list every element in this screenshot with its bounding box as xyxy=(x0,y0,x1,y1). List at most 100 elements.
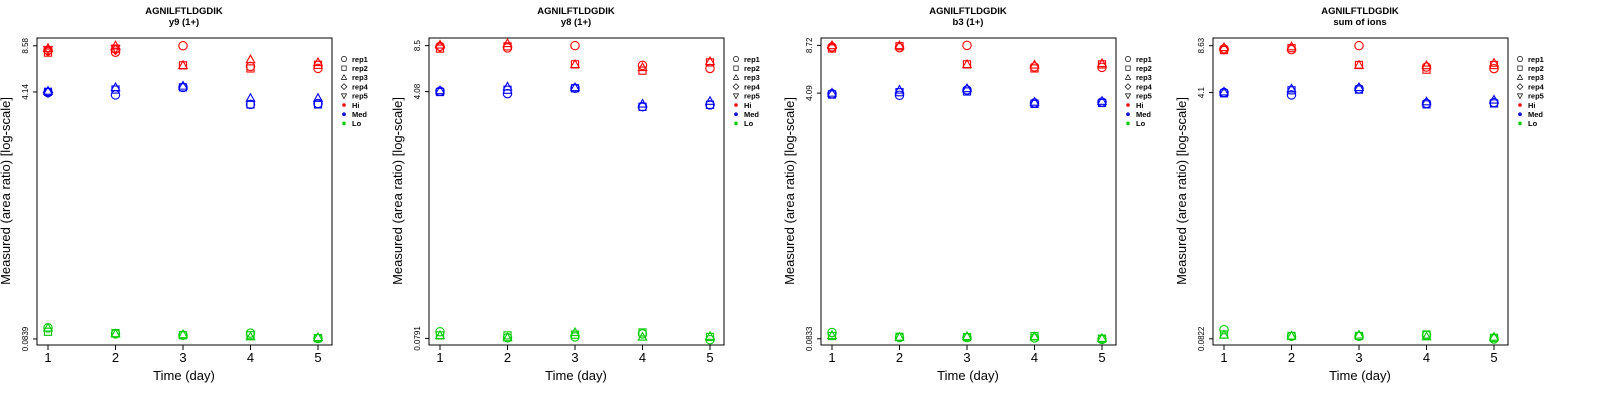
legend-label: rep3 xyxy=(1136,73,1152,82)
data-point-hi xyxy=(962,40,972,51)
legend-color-dot xyxy=(1518,121,1522,126)
legend-color-dot xyxy=(734,112,738,116)
data-point-lo xyxy=(110,328,121,338)
data-point-med xyxy=(1218,86,1230,96)
data-point-med xyxy=(177,80,189,90)
x-axis-label: Time (day) xyxy=(153,368,215,383)
data-point-hi xyxy=(42,42,54,52)
legend-label: rep2 xyxy=(1136,64,1152,73)
data-point-med xyxy=(570,84,580,93)
chart-title: AGNILFTLDGDIK xyxy=(929,6,1007,17)
data-point-hi xyxy=(1422,65,1431,74)
data-point-hi xyxy=(637,61,648,72)
legend-color-dot xyxy=(1518,103,1522,107)
data-point-lo xyxy=(313,334,323,343)
data-point-lo xyxy=(245,331,256,341)
data-point-med xyxy=(1286,83,1297,93)
data-point-hi xyxy=(245,54,256,64)
x-tick-label: 2 xyxy=(1288,350,1295,365)
legend-label: rep4 xyxy=(352,82,369,91)
legend-color-dot xyxy=(342,112,346,116)
legend-label: Med xyxy=(744,110,759,119)
legend-rep-marker xyxy=(1517,56,1523,62)
data-point-med xyxy=(502,81,513,91)
legend-label: Hi xyxy=(352,101,360,110)
data-point-med xyxy=(1029,96,1040,106)
data-point-lo xyxy=(705,332,715,342)
chart-title: AGNILFTLDGDIK xyxy=(1321,6,1399,17)
x-tick-label: 5 xyxy=(314,350,321,365)
chart-panel-y8: AGNILFTLDGDIK y8 (1+) 1 2 3 4 5 Time (day) 0.079… xyxy=(392,0,792,400)
legend-color-dot xyxy=(734,121,738,126)
data-point-hi xyxy=(313,63,323,74)
legend-rep-marker xyxy=(1125,65,1131,71)
y-tick-label: 4.1 xyxy=(1197,86,1206,98)
x-tick-label: 3 xyxy=(179,350,186,365)
data-point-lo xyxy=(1029,333,1040,343)
data-point-hi xyxy=(895,42,904,51)
legend-rep-marker xyxy=(732,83,740,90)
x-tick-label: 3 xyxy=(571,350,578,365)
legend-rep-marker xyxy=(1124,93,1132,100)
legend-label: Lo xyxy=(1528,119,1538,128)
data-point-lo xyxy=(704,330,716,340)
data-point-hi xyxy=(502,37,513,48)
data-point-hi xyxy=(1029,62,1040,72)
data-point-lo xyxy=(245,328,256,338)
data-point-med xyxy=(178,82,188,93)
x-tick-label: 5 xyxy=(1490,350,1497,365)
data-point-med xyxy=(312,92,324,102)
data-point-lo xyxy=(637,331,648,341)
data-point-lo xyxy=(502,332,513,342)
data-point-lo xyxy=(177,328,189,339)
legend-color-dot xyxy=(1126,121,1130,126)
data-point-hi xyxy=(434,41,446,53)
data-point-hi xyxy=(245,61,256,72)
legend-label: rep3 xyxy=(744,73,760,82)
legend-color-dot xyxy=(1126,103,1130,107)
legend-color-dot xyxy=(1126,112,1130,116)
chart-title: AGNILFTLDGDIK xyxy=(145,6,223,17)
legend-label: rep5 xyxy=(352,92,368,101)
data-point-med xyxy=(245,92,256,102)
data-point-med xyxy=(178,83,188,92)
legend-rep-marker xyxy=(733,56,739,62)
legend-color-dot xyxy=(734,103,738,107)
data-point-hi xyxy=(637,60,648,71)
data-point-med xyxy=(502,88,513,99)
data-point-hi xyxy=(570,40,580,51)
legend-label: Lo xyxy=(352,119,362,128)
legend-label: rep2 xyxy=(1528,64,1544,73)
legend-rep-marker xyxy=(1125,56,1131,62)
x-tick-label: 2 xyxy=(112,350,119,365)
data-point-lo xyxy=(178,331,188,340)
legend-label: rep1 xyxy=(352,55,368,64)
legend-rep-marker xyxy=(1516,93,1524,100)
x-tick-label: 4 xyxy=(1031,350,1038,365)
legend-label: Lo xyxy=(744,119,754,128)
data-point-hi xyxy=(110,44,121,55)
data-point-hi xyxy=(1421,62,1432,72)
chart-panel-b3: AGNILFTLDGDIK b3 (1+) 1 2 3 4 5 Time (day) 0.083… xyxy=(784,0,1184,400)
legend-rep-marker xyxy=(1517,65,1523,71)
legend-rep-marker xyxy=(1516,83,1524,90)
plot-frame xyxy=(820,37,1117,346)
x-tick-label: 1 xyxy=(1220,350,1227,365)
data-point-hi xyxy=(826,42,838,54)
data-point-lo xyxy=(503,331,512,340)
y-tick-label: 8.5 xyxy=(413,40,422,52)
x-tick-label: 1 xyxy=(44,350,51,365)
chart-panel-sum: AGNILFTLDGDIK sum of ions 1 2 3 4 5 Time (day) 0… xyxy=(1176,0,1576,400)
data-point-med xyxy=(1353,81,1365,92)
data-point-lo xyxy=(1097,334,1107,343)
y-axis-label: Measured (area ratio) [log-scale] xyxy=(1176,97,1189,285)
legend-rep-marker xyxy=(1124,83,1132,90)
data-point-hi xyxy=(1354,40,1364,51)
x-axis-label: Time (day) xyxy=(937,368,999,383)
legend-rep-marker xyxy=(1516,73,1524,80)
x-tick-label: 1 xyxy=(828,350,835,365)
legend-color-dot xyxy=(1518,112,1522,116)
